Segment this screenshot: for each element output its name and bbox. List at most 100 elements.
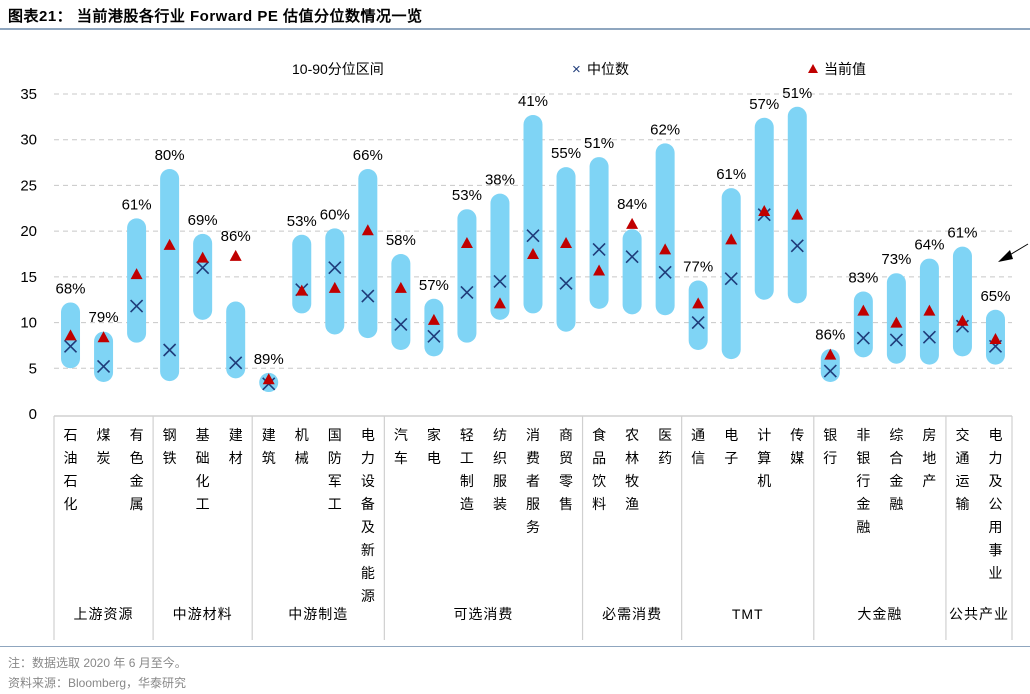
svg-text:及: 及 — [361, 519, 375, 535]
range-bar — [424, 298, 444, 357]
range-bar — [490, 193, 510, 320]
range-bar — [292, 234, 312, 314]
svg-text:工: 工 — [196, 496, 210, 512]
footnote: 注：数据选取 2020 年 6 月至今。 — [8, 656, 187, 670]
range-bar — [127, 218, 147, 343]
median-marker-icon — [63, 339, 78, 353]
svg-text:石: 石 — [64, 473, 78, 489]
range-bars: 68%79%61%80%69%86%89%53% 60%66%58%57%53%3… — [56, 85, 1010, 393]
svg-text:综: 综 — [889, 427, 903, 443]
industry-range: 57% — [749, 96, 779, 300]
legend: 10-90分位区间 × 中位数 当前值 — [292, 61, 866, 78]
svg-text:机: 机 — [757, 473, 771, 489]
median-marker-icon — [196, 261, 210, 275]
svg-text:材: 材 — [229, 450, 243, 466]
current-marker-icon — [989, 333, 1002, 345]
median-marker-icon — [130, 299, 144, 313]
percentile-label: 57% — [749, 96, 779, 113]
svg-text:公: 公 — [988, 496, 1002, 512]
range-bar — [457, 209, 477, 343]
svg-text:炭: 炭 — [97, 450, 111, 466]
svg-text:煤: 煤 — [97, 427, 111, 443]
range-bar — [391, 253, 411, 350]
range-bar — [655, 143, 675, 316]
median-marker-icon — [790, 239, 804, 253]
svg-text:力: 力 — [361, 450, 375, 466]
industry-range: 77% — [683, 259, 713, 350]
percentile-label: 86% — [815, 327, 845, 344]
svg-text:纺: 纺 — [493, 427, 507, 443]
svg-text:金: 金 — [856, 496, 870, 512]
svg-text:建: 建 — [262, 427, 276, 443]
svg-text:农: 农 — [625, 427, 639, 443]
median-marker-icon — [592, 242, 606, 256]
median-marker-icon — [526, 229, 540, 243]
category-label: 建材 — [229, 427, 243, 466]
svg-text:电: 电 — [724, 427, 738, 443]
y-tick-label: 35 — [20, 86, 37, 103]
svg-text:售: 售 — [559, 496, 573, 512]
current-marker-icon — [527, 247, 539, 259]
svg-text:油: 油 — [64, 450, 78, 466]
group-label: 公共产业 — [949, 606, 1009, 622]
percentile-label: 89% — [254, 351, 284, 368]
svg-text:费: 费 — [526, 450, 540, 466]
median-marker-icon — [922, 330, 936, 344]
industry-range: 61% — [122, 196, 152, 343]
industry-range: 41% — [518, 93, 548, 314]
svg-text:装: 装 — [493, 496, 507, 512]
industry-range: 66% — [353, 147, 383, 339]
svg-text:色: 色 — [130, 450, 144, 466]
svg-text:算: 算 — [757, 450, 771, 466]
range-bar — [325, 228, 345, 335]
industry-range: 69% — [188, 212, 218, 320]
svg-text:军: 军 — [328, 473, 342, 489]
median-marker-icon — [427, 329, 441, 343]
range-bar — [160, 168, 180, 382]
current-marker-icon — [626, 217, 639, 229]
percentile-label: 64% — [914, 237, 944, 254]
percentile-label: 57% — [419, 277, 449, 294]
current-marker-icon — [890, 316, 903, 328]
median-marker-icon — [856, 331, 870, 345]
industry-range: 58% — [386, 232, 416, 350]
industry-range: 61% — [716, 166, 746, 360]
current-marker-icon — [659, 243, 672, 255]
category-label: 医药 — [658, 427, 672, 466]
percentile-label: 84% — [617, 196, 647, 213]
svg-text:药: 药 — [658, 450, 672, 466]
current-marker-icon — [97, 331, 110, 343]
svg-text:金: 金 — [130, 473, 144, 489]
median-marker-icon — [229, 356, 243, 370]
svg-text:电: 电 — [361, 427, 375, 443]
svg-text:事: 事 — [988, 542, 1002, 558]
category-label: 汽车 — [394, 427, 408, 466]
median-marker-icon — [460, 285, 474, 299]
median-marker-icon — [361, 289, 375, 303]
range-bar — [556, 167, 576, 332]
svg-text:源: 源 — [361, 588, 375, 604]
svg-text:融: 融 — [889, 496, 903, 512]
svg-text:机: 机 — [295, 427, 309, 443]
svg-text:林: 林 — [625, 450, 639, 466]
category-label: 机械 — [295, 427, 309, 466]
percentile-label: 62% — [650, 121, 680, 138]
industry-range: 89% — [254, 351, 284, 393]
svg-text:石: 石 — [64, 427, 78, 443]
legend-range-label: 10-90分位区间 — [292, 61, 384, 77]
legend-median-label: 中位数 — [587, 61, 629, 77]
industry-range: 62% — [650, 121, 680, 316]
svg-text:融: 融 — [856, 519, 870, 535]
percentile-label: 73% — [881, 251, 911, 268]
current-marker-icon — [130, 268, 143, 280]
svg-text:行: 行 — [823, 450, 837, 466]
